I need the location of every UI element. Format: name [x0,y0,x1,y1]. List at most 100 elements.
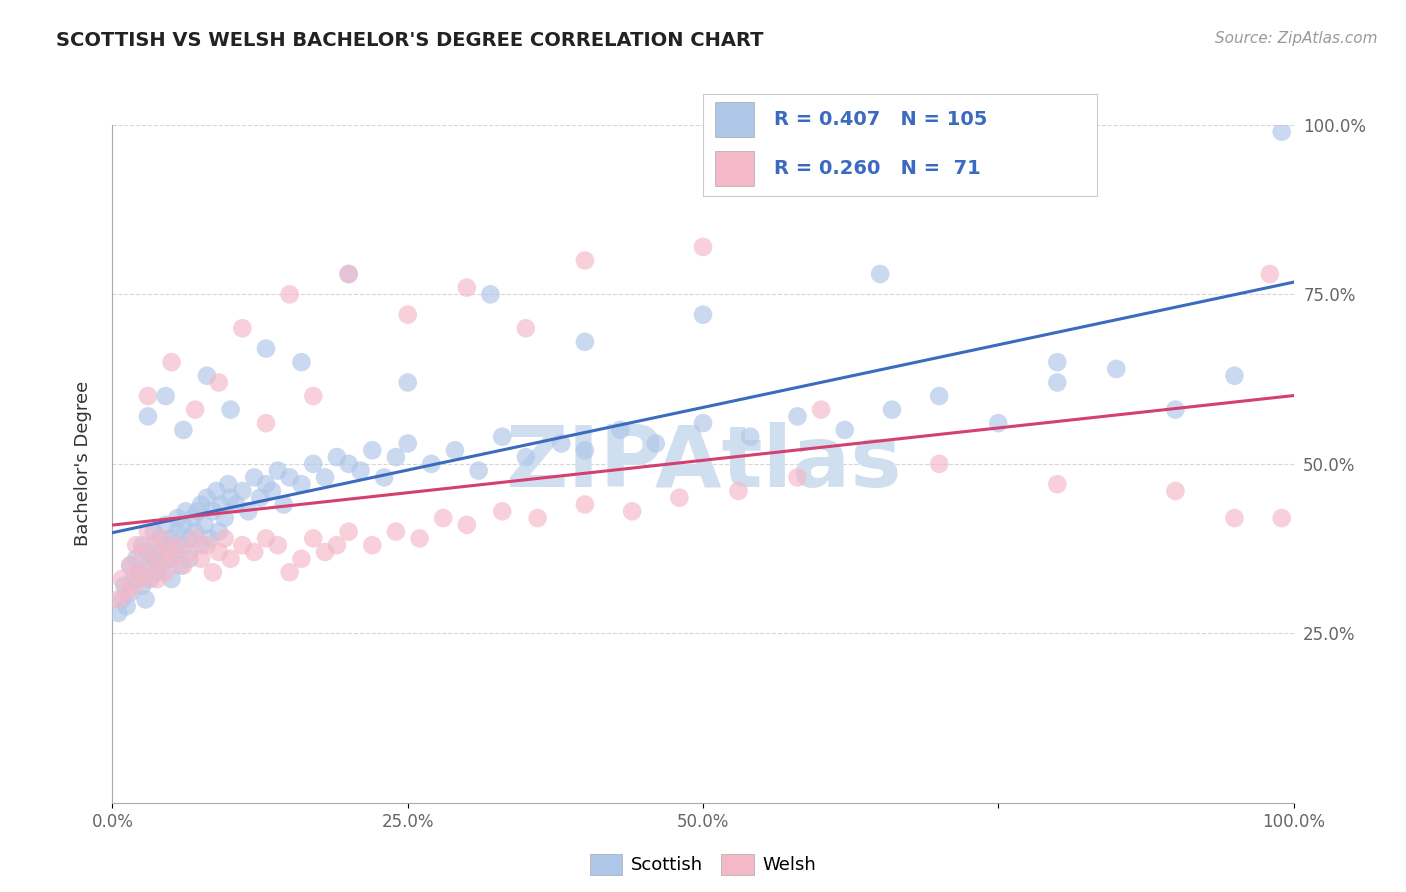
Point [456,280,478,294]
Point [107,592,129,607]
Point [131,538,153,552]
Point [314,545,336,559]
Point [179,545,201,559]
Point [184,402,207,417]
Point [166,524,188,539]
Text: SCOTTISH VS WELSH BACHELOR'S DEGREE CORRELATION CHART: SCOTTISH VS WELSH BACHELOR'S DEGREE CORR… [56,31,763,50]
Point [373,470,395,484]
Point [621,504,644,518]
Point [337,267,360,281]
Point [122,579,145,593]
Point [135,572,157,586]
Point [740,430,762,444]
Point [396,376,419,390]
Point [574,498,596,512]
Point [135,592,157,607]
Point [302,457,325,471]
Point [515,450,537,464]
Point [155,389,177,403]
Point [190,538,212,552]
Point [385,450,408,464]
Point [142,551,165,566]
Point [214,511,236,525]
Point [928,389,950,403]
Point [184,524,207,539]
Point [155,566,177,580]
Point [160,572,183,586]
Point [157,551,180,566]
Point [1258,267,1281,281]
Point [880,402,903,417]
Point [238,504,260,518]
Point [361,538,384,552]
Point [231,321,253,335]
Point [467,464,489,478]
Point [231,538,253,552]
Point [149,545,172,559]
Point [267,538,290,552]
Point [195,368,218,383]
Point [290,551,312,566]
Point [786,409,808,424]
Point [146,566,169,580]
Point [127,566,149,580]
Point [172,558,194,573]
Point [209,498,232,512]
Point [150,558,173,573]
Legend: Scottish, Welsh: Scottish, Welsh [582,847,824,882]
Point [834,423,856,437]
Point [163,545,186,559]
Point [273,498,295,512]
Point [111,592,134,607]
Point [254,532,277,546]
Point [302,389,325,403]
Point [727,483,749,498]
FancyBboxPatch shape [714,102,754,136]
Point [195,538,218,552]
Point [172,517,194,532]
Point [361,443,384,458]
Point [278,470,301,484]
Point [157,545,180,559]
Point [644,436,666,450]
Point [149,532,172,546]
Point [515,321,537,335]
Point [115,585,138,599]
Point [692,308,714,322]
Point [396,308,419,322]
Point [120,558,142,573]
Point [225,498,247,512]
Point [1046,477,1069,491]
Point [692,240,714,254]
Point [201,566,224,580]
Point [267,464,290,478]
Point [290,355,312,369]
Point [456,517,478,532]
Point [170,558,193,573]
Point [136,409,159,424]
Point [194,517,217,532]
Point [115,599,138,614]
Point [107,606,129,620]
Point [190,498,212,512]
Point [166,511,188,525]
Point [120,558,142,573]
Point [186,504,208,518]
Point [217,477,239,491]
Point [208,376,231,390]
Point [260,483,283,498]
Point [574,443,596,458]
Point [219,491,242,505]
Point [249,491,271,505]
Text: R = 0.260   N =  71: R = 0.260 N = 71 [773,159,980,178]
Point [385,524,408,539]
Point [337,267,360,281]
Point [208,545,231,559]
Point [160,355,183,369]
Point [278,287,301,301]
Point [479,287,502,301]
Point [1223,511,1246,525]
Point [149,551,172,566]
Point [786,470,808,484]
Point [201,504,224,518]
